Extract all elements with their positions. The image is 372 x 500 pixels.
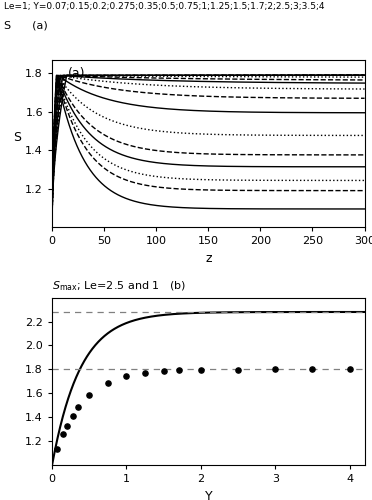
Text: $S_{\mathregular{max}}$; Le=2.5 and 1   (b): $S_{\mathregular{max}}$; Le=2.5 and 1 (b…: [52, 279, 186, 292]
X-axis label: Y: Y: [205, 490, 212, 500]
Point: [86, 391, 92, 399]
Point: [54, 445, 60, 453]
Point: [235, 366, 241, 374]
Point: [105, 378, 111, 386]
Point: [161, 367, 167, 375]
Point: [60, 430, 66, 438]
Text: S      (a): S (a): [4, 20, 48, 30]
Point: [347, 366, 353, 374]
Point: [310, 366, 315, 374]
Point: [198, 366, 204, 374]
Point: [176, 366, 182, 374]
Y-axis label: S: S: [13, 130, 21, 143]
X-axis label: z: z: [205, 252, 212, 265]
Text: (a): (a): [68, 66, 85, 80]
Point: [75, 404, 81, 411]
Point: [124, 372, 129, 380]
Point: [142, 369, 148, 377]
Point: [64, 422, 70, 430]
Text: Le=1; Y=0.07;0.15;0.2;0.275;0.35;0.5;0.75;1;1.25;1.5;1.7;2;2.5;3;3.5;4: Le=1; Y=0.07;0.15;0.2;0.275;0.35;0.5;0.7…: [4, 2, 324, 12]
Point: [70, 412, 76, 420]
Point: [272, 366, 278, 374]
